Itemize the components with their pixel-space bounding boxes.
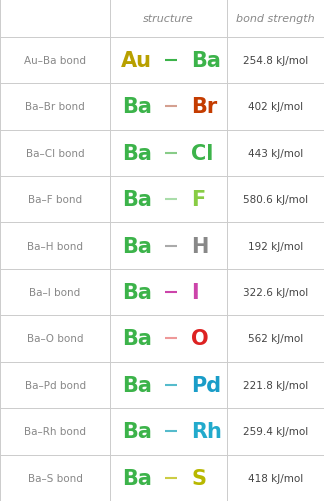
Text: bond strength: bond strength	[236, 14, 315, 24]
Text: Pd: Pd	[191, 375, 221, 395]
Text: Ba: Ba	[122, 143, 152, 163]
Text: structure: structure	[143, 14, 194, 24]
Text: Ba: Ba	[191, 51, 221, 71]
Text: 221.8 kJ/mol: 221.8 kJ/mol	[243, 380, 308, 390]
Text: 443 kJ/mol: 443 kJ/mol	[248, 148, 303, 158]
Text: Rh: Rh	[191, 421, 222, 441]
Text: 322.6 kJ/mol: 322.6 kJ/mol	[243, 288, 308, 298]
Text: Ba: Ba	[122, 421, 152, 441]
Text: Ba–Pd bond: Ba–Pd bond	[25, 380, 86, 390]
Text: Ba–O bond: Ba–O bond	[27, 334, 83, 344]
Text: O: O	[191, 329, 209, 349]
Text: Ba–H bond: Ba–H bond	[27, 241, 83, 251]
Text: Ba: Ba	[122, 468, 152, 488]
Text: Ba–I bond: Ba–I bond	[29, 288, 81, 298]
Text: Au–Ba bond: Au–Ba bond	[24, 56, 86, 66]
Text: 192 kJ/mol: 192 kJ/mol	[248, 241, 303, 251]
Text: Ba: Ba	[122, 236, 152, 256]
Text: Ba: Ba	[122, 283, 152, 303]
Text: Ba–Rh bond: Ba–Rh bond	[24, 426, 86, 436]
Text: Ba: Ba	[122, 97, 152, 117]
Text: H: H	[191, 236, 209, 256]
Text: 562 kJ/mol: 562 kJ/mol	[248, 334, 303, 344]
Text: Ba: Ba	[122, 375, 152, 395]
Text: Ba: Ba	[122, 190, 152, 210]
Text: I: I	[191, 283, 199, 303]
Text: Ba–Cl bond: Ba–Cl bond	[26, 148, 84, 158]
Text: Au: Au	[121, 51, 152, 71]
Text: Ba–S bond: Ba–S bond	[28, 473, 83, 483]
Text: F: F	[191, 190, 205, 210]
Text: 402 kJ/mol: 402 kJ/mol	[248, 102, 303, 112]
Text: Ba: Ba	[122, 329, 152, 349]
Text: Ba–Br bond: Ba–Br bond	[25, 102, 85, 112]
Text: Br: Br	[191, 97, 217, 117]
Text: 418 kJ/mol: 418 kJ/mol	[248, 473, 303, 483]
Text: 259.4 kJ/mol: 259.4 kJ/mol	[243, 426, 308, 436]
Text: 580.6 kJ/mol: 580.6 kJ/mol	[243, 195, 308, 205]
Text: Cl: Cl	[191, 143, 214, 163]
Text: S: S	[191, 468, 206, 488]
Text: 254.8 kJ/mol: 254.8 kJ/mol	[243, 56, 308, 66]
Text: Ba–F bond: Ba–F bond	[28, 195, 82, 205]
